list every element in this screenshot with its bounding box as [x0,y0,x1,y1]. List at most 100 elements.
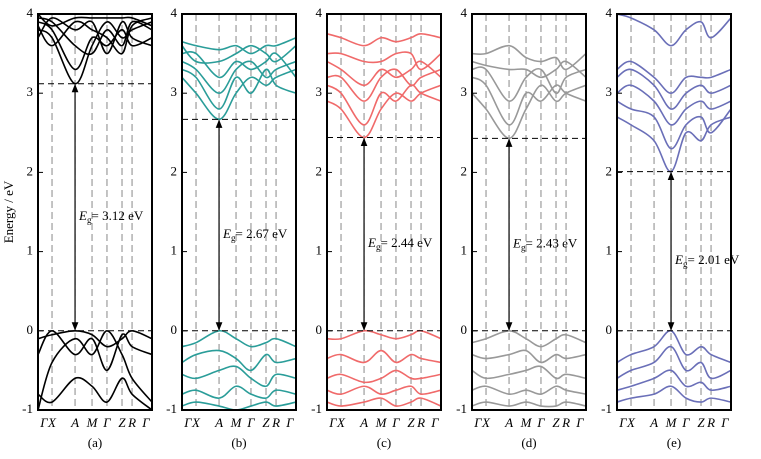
bands [327,32,441,407]
gap-annotation: Eg= 2.01 eV [674,252,740,269]
band-line [327,329,441,341]
y-tick-label: 4 [171,5,178,20]
y-tick-label: 1 [27,243,34,258]
y-tick-label: 1 [461,243,468,258]
band-line [617,60,731,95]
panel-frame [471,13,587,411]
y-tick-label: 0 [461,322,468,337]
band-line [182,329,296,348]
panel-frame [616,13,732,411]
k-label: Z [697,415,705,430]
gap-label: = 2.67 eV [236,226,288,241]
band-line [182,44,296,64]
k-label: Γ [681,415,690,430]
k-label: Γ [536,415,545,430]
band-line [617,369,731,392]
band-line [38,17,152,55]
k-label: A [70,415,79,430]
panel-label: (c) [377,435,391,450]
band-line [182,365,296,388]
k-label: M [230,415,243,430]
k-label: Γ [720,415,729,430]
k-label: X [191,415,201,430]
k-label: A [214,415,223,430]
k-label: X [626,415,636,430]
band-line [327,349,441,364]
y-tick-label: -1 [22,401,33,416]
y-tick-label: 4 [461,5,468,20]
band-line [38,21,152,85]
k-label: R [416,415,425,430]
band-line [472,76,586,126]
k-label: Γ [39,415,48,430]
panel-label: (a) [88,435,102,450]
band-line [327,84,441,126]
k-label: R [706,415,715,430]
band-line [617,14,731,47]
band-line [327,385,441,396]
band-line [38,329,152,410]
k-label: Γ [391,415,400,430]
y-tick-label: 3 [171,84,178,99]
k-label: M [86,415,99,430]
gap-symbol: E [78,208,87,223]
band-line [182,385,296,400]
y-tick-label: 0 [316,322,323,337]
gap-subscript: g [521,243,526,253]
y-tick-label: 4 [606,5,613,20]
band-line [617,345,731,380]
k-label: R [127,415,136,430]
gap-symbol: E [367,235,376,250]
y-tick-label: 2 [606,163,613,178]
band-line [327,60,441,87]
gap-subscript: g [87,215,92,225]
y-axis-label: Energy / eV [1,180,16,243]
bands [182,37,296,410]
gap-symbol: E [674,252,683,267]
k-label: A [359,415,368,430]
y-tick-label: -1 [456,401,467,416]
gap-subscript: g [231,233,236,243]
band-line [327,51,441,71]
y-tick-label: 1 [606,243,613,258]
band-line [38,14,152,27]
k-label: Z [262,415,270,430]
gap-label: = 2.44 eV [381,235,433,250]
gap-label: = 3.12 eV [92,208,144,223]
k-label: Z [407,415,415,430]
y-tick-label: 3 [606,84,613,99]
k-label: Z [118,415,126,430]
k-label: M [375,415,388,430]
k-label: Γ [183,415,192,430]
panel-frame [181,13,297,411]
band-line [327,32,441,47]
k-label: X [336,415,346,430]
band-line [617,68,731,110]
bands [472,44,586,408]
k-label: R [561,415,570,430]
k-label: Γ [575,415,584,430]
k-label: Γ [285,415,294,430]
band-line [182,349,296,372]
band-line [38,329,152,372]
band-line [182,37,296,55]
gap-annotation: Eg= 2.43 eV [512,236,578,253]
y-tick-label: -1 [311,401,322,416]
k-label: Γ [473,415,482,430]
k-label: X [481,415,491,430]
y-tick-label: 0 [27,322,34,337]
band-line [472,84,586,140]
k-label: Γ [141,415,150,430]
panel-frame [326,13,442,411]
y-tick-label: 0 [171,322,178,337]
k-label: Γ [102,415,111,430]
band-line [617,100,731,150]
k-label: Γ [246,415,255,430]
y-tick-label: 1 [171,243,178,258]
k-label: Γ [618,415,627,430]
y-tick-label: 3 [316,84,323,99]
y-tick-label: 2 [316,163,323,178]
band-line [182,401,296,410]
band-line [472,66,586,102]
